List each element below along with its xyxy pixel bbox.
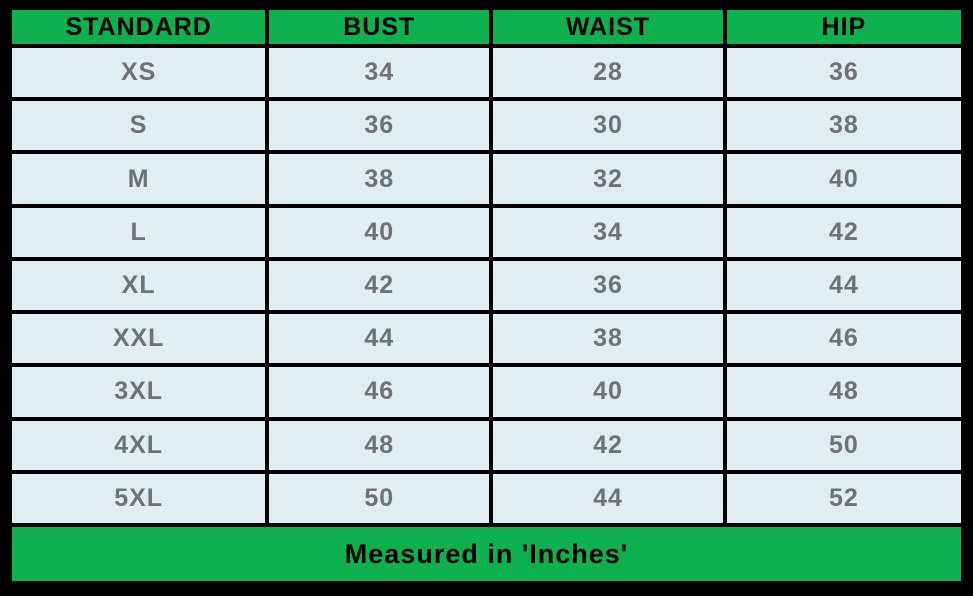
footer-row: Measured in 'Inches' — [8, 523, 965, 585]
cell-size: XXL — [7, 310, 270, 368]
cell-waist: 44 — [489, 469, 727, 528]
table-row-5xl: 5XL 50 44 52 — [7, 469, 966, 528]
cell-hip: 50 — [722, 416, 966, 474]
cell-bust: 34 — [265, 43, 494, 102]
cell-hip: 40 — [722, 150, 966, 208]
cell-hip: 44 — [722, 256, 966, 315]
cell-hip: 38 — [722, 97, 966, 155]
cell-bust: 46 — [265, 363, 494, 421]
cell-bust: 36 — [265, 97, 494, 155]
cell-size: S — [7, 97, 270, 155]
cell-bust: 38 — [265, 150, 494, 208]
header-row: STANDARD BUST WAIST HIP — [7, 6, 966, 48]
cell-size: 4XL — [7, 416, 270, 474]
table-row-s: S 36 30 38 — [7, 97, 966, 155]
cell-hip: 46 — [722, 310, 966, 368]
cell-hip: 42 — [722, 203, 966, 261]
column-header-waist: WAIST — [489, 6, 727, 48]
cell-bust: 50 — [265, 469, 494, 528]
cell-waist: 30 — [489, 97, 727, 155]
column-header-hip: HIP — [722, 6, 966, 48]
cell-size: 5XL — [7, 469, 270, 528]
cell-bust: 44 — [265, 310, 494, 368]
cell-hip: 48 — [722, 363, 966, 421]
cell-size: XL — [7, 256, 270, 315]
table-row-3xl: 3XL 46 40 48 — [7, 363, 966, 421]
cell-waist: 42 — [489, 416, 727, 474]
cell-waist: 38 — [489, 310, 727, 368]
cell-bust: 42 — [265, 256, 494, 315]
cell-size: XS — [7, 43, 270, 102]
units-note: Measured in 'Inches' — [8, 523, 965, 585]
cell-waist: 34 — [489, 203, 727, 261]
table-row-l: L 40 34 42 — [7, 203, 966, 261]
cell-hip: 52 — [722, 469, 966, 528]
cell-waist: 36 — [489, 256, 727, 315]
cell-size: L — [7, 203, 270, 261]
cell-size: M — [7, 150, 270, 208]
cell-bust: 40 — [265, 203, 494, 261]
cell-size: 3XL — [7, 363, 270, 421]
table-row-xs: XS 34 28 36 — [7, 43, 966, 102]
cell-waist: 32 — [489, 150, 727, 208]
table-row-xxl: XXL 44 38 46 — [7, 310, 966, 368]
cell-waist: 40 — [489, 363, 727, 421]
column-header-standard: STANDARD — [7, 6, 270, 48]
cell-waist: 28 — [489, 43, 727, 102]
size-chart-table: STANDARD BUST WAIST HIP XS 34 28 36 S 36… — [7, 6, 966, 585]
cell-bust: 48 — [265, 416, 494, 474]
cell-hip: 36 — [722, 43, 966, 102]
table-row-xl: XL 42 36 44 — [7, 256, 966, 315]
column-header-bust: BUST — [265, 6, 494, 48]
table-row-m: M 38 32 40 — [7, 150, 966, 208]
table-row-4xl: 4XL 48 42 50 — [7, 416, 966, 474]
